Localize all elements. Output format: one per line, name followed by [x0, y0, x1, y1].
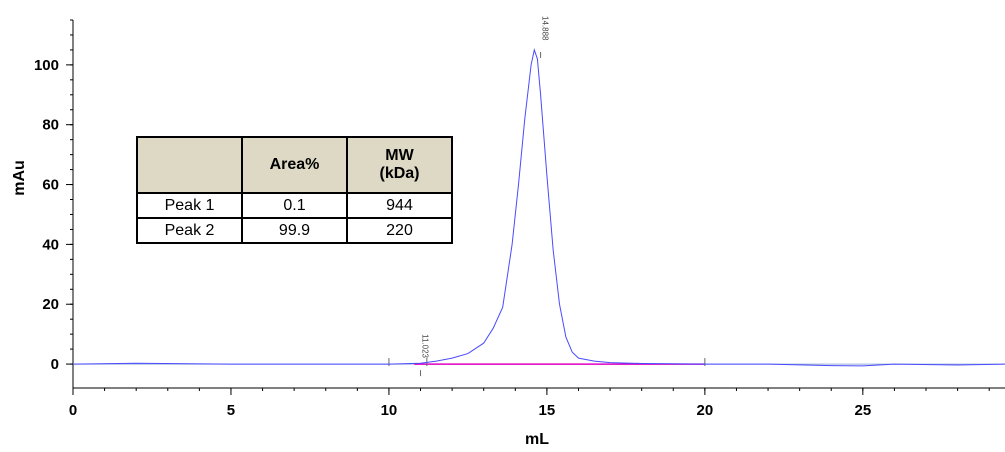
x-tick-label: 15 [539, 402, 556, 419]
table-row: Peak 1 0.1 944 [136, 192, 453, 219]
table-header-cell [136, 136, 243, 194]
x-tick-label: 10 [381, 402, 398, 419]
peak-label: 11.023 [421, 334, 430, 358]
y-tick-label: 80 [42, 117, 59, 134]
x-axis-label: mL [525, 431, 549, 448]
y-tick-label: 40 [42, 236, 59, 253]
x-tick-label: 25 [854, 402, 871, 419]
table-cell: Peak 1 [136, 192, 243, 219]
baseline [73, 358, 1005, 367]
x-tick-label: 20 [697, 402, 714, 419]
y-axis-label: mAu [11, 160, 28, 196]
peak-label: 14.888 [541, 16, 550, 41]
y-tick-label: 100 [34, 57, 59, 74]
axes: 0 5 10 15 20 25 0 20 40 60 80 100 [34, 19, 1005, 419]
peak-table: Area% MW (kDa) Peak 1 0.1 944 Peak 2 99.… [136, 136, 453, 244]
table-row: Peak 2 99.9 220 [136, 217, 453, 244]
table-cell: 220 [346, 217, 453, 244]
x-tick-label: 0 [69, 402, 77, 419]
table-header-row: Area% MW (kDa) [136, 136, 453, 194]
y-tick-label: 0 [51, 356, 59, 373]
table-header-mw: MW (kDa) [346, 136, 453, 194]
table-cell: 0.1 [241, 192, 348, 219]
table-cell: 99.9 [241, 217, 348, 244]
x-tick-label: 5 [227, 402, 235, 419]
table-cell: 944 [346, 192, 453, 219]
table-cell: Peak 2 [136, 217, 243, 244]
y-tick-label: 20 [42, 296, 59, 313]
peak-labels: 11.023 14.888 [420, 16, 550, 377]
table-header-mw-text: MW (kDa) [379, 147, 420, 182]
series-group [72, 48, 1005, 367]
series-line [72, 48, 1005, 367]
y-tick-label: 60 [42, 177, 59, 194]
table-header-area: Area% [241, 136, 348, 194]
